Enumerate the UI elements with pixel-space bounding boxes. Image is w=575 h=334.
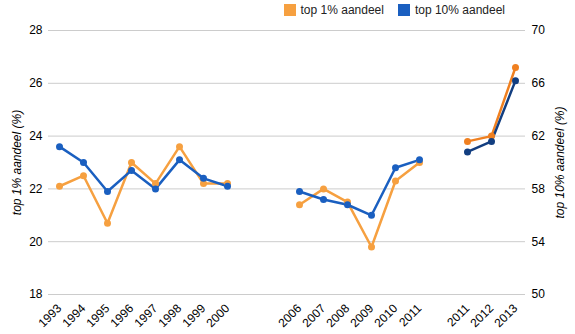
svg-text:1995: 1995: [84, 301, 113, 330]
svg-text:2010: 2010: [372, 301, 401, 330]
svg-text:2008: 2008: [324, 301, 353, 330]
svg-text:62: 62: [532, 129, 546, 143]
svg-text:24: 24: [29, 129, 43, 143]
svg-text:2009: 2009: [348, 301, 377, 330]
svg-text:2011: 2011: [444, 301, 472, 329]
svg-text:50: 50: [532, 287, 546, 301]
svg-text:2007: 2007: [300, 301, 329, 330]
svg-text:2013: 2013: [492, 301, 521, 330]
html-text:top 10% aandeel: top 10% aandeel: [414, 3, 505, 17]
svg-text:1998: 1998: [156, 301, 185, 330]
svg-text:2006: 2006: [276, 301, 305, 330]
svg-text:1996: 1996: [108, 301, 137, 330]
html-text:top 1% aandeel: top 1% aandeel: [300, 3, 384, 17]
svg-text:1993: 1993: [36, 301, 65, 330]
svg-text:top 1% aandeel (%): top 1% aandeel (%): [10, 110, 24, 215]
svg-text:2000: 2000: [204, 301, 233, 330]
svg-text:18: 18: [29, 287, 43, 301]
svg-text:28: 28: [29, 23, 43, 37]
svg-text:1999: 1999: [180, 301, 209, 330]
svg-text:22: 22: [29, 182, 43, 196]
svg-text:70: 70: [532, 23, 546, 37]
svg-text:54: 54: [532, 235, 546, 249]
svg-text:58: 58: [532, 182, 546, 196]
svg-text:1997: 1997: [132, 301, 161, 330]
svg-text:26: 26: [29, 76, 43, 90]
svg-text:2012: 2012: [468, 301, 497, 330]
svg-text:2011: 2011: [396, 301, 424, 329]
svg-text:1994: 1994: [60, 301, 89, 330]
svg-text:20: 20: [29, 235, 43, 249]
svg-text:66: 66: [532, 76, 546, 90]
svg-text:top 10% aandeel (%): top 10% aandeel (%): [553, 106, 567, 218]
